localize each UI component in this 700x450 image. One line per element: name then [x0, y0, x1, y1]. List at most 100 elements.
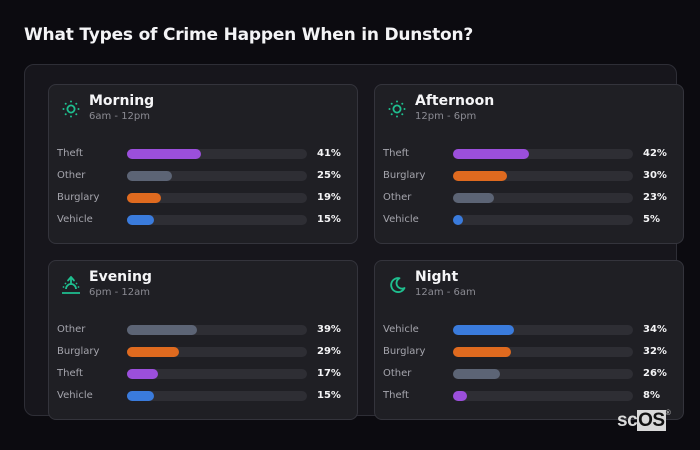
bar-label: Other: [383, 192, 412, 203]
bar-label: Theft: [57, 148, 83, 159]
bar-label: Other: [383, 368, 412, 379]
bar-percent: 39%: [317, 324, 341, 335]
bar-row-other: Other 39%: [57, 321, 357, 343]
bar-percent: 29%: [317, 346, 341, 357]
bar-fill: [127, 171, 172, 181]
bar-label: Vehicle: [383, 214, 419, 225]
bar-row-vehicle: Vehicle 34%: [383, 321, 683, 343]
bar-row-theft: Theft 17%: [57, 365, 357, 387]
bar-label: Burglary: [57, 346, 100, 357]
bar-label: Other: [57, 170, 86, 181]
bar-list: Theft 41% Other 25% Burglary 19% Vehicle 15%: [57, 145, 357, 233]
card-title: Morning: [89, 93, 155, 109]
bar-fill: [127, 369, 158, 379]
card-title: Afternoon: [415, 93, 495, 109]
sun-icon: [62, 100, 80, 118]
card-title: Night: [415, 269, 459, 285]
sun-icon: [388, 100, 406, 118]
bar-label: Theft: [383, 148, 409, 159]
bar-fill: [453, 369, 500, 379]
bar-row-theft: Theft 8%: [383, 387, 683, 409]
bar-fill: [127, 391, 154, 401]
bar-track: [127, 215, 307, 225]
bar-row-burglary: Burglary 19%: [57, 189, 357, 211]
bar-fill: [453, 193, 495, 203]
bar-fill: [453, 347, 511, 357]
bar-percent: 25%: [317, 170, 341, 181]
bar-row-burglary: Burglary 32%: [383, 343, 683, 365]
bar-fill: [127, 149, 201, 159]
bar-percent: 30%: [643, 170, 667, 181]
card-afternoon: Afternoon 12pm - 6pm Theft 42% Burglary 30%…: [374, 84, 684, 244]
card-title: Evening: [89, 269, 152, 285]
logo-prefix: sc: [617, 410, 638, 431]
bar-label: Vehicle: [383, 324, 419, 335]
card-time-range: 6am - 12pm: [89, 111, 151, 122]
bar-row-vehicle: Vehicle 15%: [57, 211, 357, 233]
bar-track: [453, 369, 633, 379]
bar-row-other: Other 23%: [383, 189, 683, 211]
bar-percent: 23%: [643, 192, 667, 203]
card-evening: Evening 6pm - 12am Other 39% Burglary 29% Th…: [48, 260, 358, 420]
card-night: Night 12am - 6am Vehicle 34% Burglary 32% Ot…: [374, 260, 684, 420]
bar-fill: [127, 347, 180, 357]
bar-label: Theft: [383, 390, 409, 401]
logo-boxed: OS: [637, 410, 666, 431]
bar-list: Vehicle 34% Burglary 32% Other 26% Theft 8%: [383, 321, 683, 409]
bar-percent: 15%: [317, 390, 341, 401]
moon-icon: [390, 277, 406, 293]
bar-label: Theft: [57, 368, 83, 379]
bar-track: [453, 391, 633, 401]
bar-track: [127, 369, 307, 379]
bar-row-theft: Theft 42%: [383, 145, 683, 167]
bar-percent: 41%: [317, 148, 341, 159]
bar-fill: [453, 149, 529, 159]
bar-label: Burglary: [383, 170, 426, 181]
bar-row-vehicle: Vehicle 5%: [383, 211, 683, 233]
bar-track: [453, 171, 633, 181]
bar-track: [453, 149, 633, 159]
page-title: What Types of Crime Happen When in Dunst…: [24, 25, 474, 45]
bar-fill: [453, 171, 507, 181]
bar-track: [453, 325, 633, 335]
bar-percent: 8%: [643, 390, 660, 401]
bar-list: Theft 42% Burglary 30% Other 23% Vehicle 5%: [383, 145, 683, 233]
card-morning: Morning 6am - 12pm Theft 41% Other 25% Burgl…: [48, 84, 358, 244]
bar-percent: 19%: [317, 192, 341, 203]
bar-track: [127, 325, 307, 335]
bar-track: [127, 193, 307, 203]
bar-percent: 42%: [643, 148, 667, 159]
bar-row-burglary: Burglary 30%: [383, 167, 683, 189]
bar-row-other: Other 25%: [57, 167, 357, 189]
bar-row-other: Other 26%: [383, 365, 683, 387]
bar-percent: 17%: [317, 368, 341, 379]
bar-fill: [127, 193, 162, 203]
bar-track: [453, 347, 633, 357]
bar-fill: [453, 325, 515, 335]
bar-percent: 34%: [643, 324, 667, 335]
bar-label: Burglary: [383, 346, 426, 357]
bar-track: [453, 215, 633, 225]
bar-track: [127, 171, 307, 181]
bar-percent: 26%: [643, 368, 667, 379]
registered-mark: ®: [665, 410, 671, 417]
bar-row-theft: Theft 41%: [57, 145, 357, 167]
bar-percent: 32%: [643, 346, 667, 357]
bar-fill: [127, 325, 198, 335]
bar-list: Other 39% Burglary 29% Theft 17% Vehicle 15%: [57, 321, 357, 409]
bar-label: Vehicle: [57, 214, 93, 225]
bar-fill: [453, 391, 468, 401]
bar-track: [127, 391, 307, 401]
bar-fill: [127, 215, 154, 225]
bar-track: [127, 347, 307, 357]
card-time-range: 12pm - 6pm: [415, 111, 477, 122]
bar-label: Vehicle: [57, 390, 93, 401]
bar-row-burglary: Burglary 29%: [57, 343, 357, 365]
scos-logo: scOS®: [617, 410, 671, 431]
bar-track: [127, 149, 307, 159]
card-time-range: 6pm - 12am: [89, 287, 151, 298]
bar-track: [453, 193, 633, 203]
sunset-icon: [62, 276, 80, 294]
card-time-range: 12am - 6am: [415, 287, 476, 298]
bar-percent: 15%: [317, 214, 341, 225]
